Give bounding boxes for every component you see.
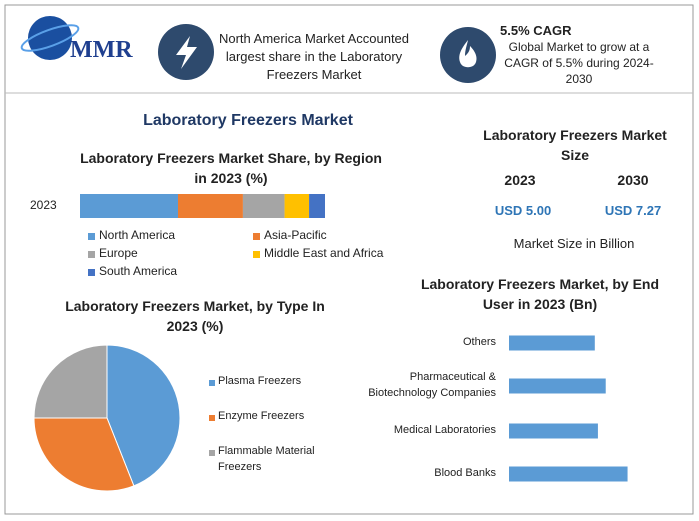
size-value: USD 7.27	[604, 203, 662, 218]
size-note: Market Size in Billion	[513, 236, 635, 251]
legend-swatch	[209, 380, 215, 386]
legend-swatch	[88, 269, 95, 276]
logo-text: MMR	[70, 37, 133, 63]
bar	[509, 423, 598, 439]
lightning-icon	[176, 36, 197, 69]
pie-slice	[33, 344, 108, 419]
legend-swatch	[88, 251, 95, 258]
category-label: Medical Laboratories	[393, 424, 496, 436]
legend-swatch	[209, 415, 215, 421]
border	[4, 4, 694, 515]
fire-icon	[459, 40, 477, 68]
category-label: Others	[462, 336, 496, 348]
bar	[509, 466, 628, 482]
legend-label: South America	[99, 264, 178, 278]
pie-slice	[33, 417, 135, 492]
pie-slice	[106, 344, 181, 487]
legend-swatch	[253, 251, 260, 258]
size-value: USD 5.00	[494, 203, 552, 218]
highlight-title: 5.5% CAGR	[500, 23, 572, 38]
logo-orbit	[20, 24, 80, 52]
legend-swatch	[209, 450, 215, 456]
highlight-text: North America Market Accounted largest s…	[218, 31, 410, 83]
legend-label: Plasma Freezers	[218, 375, 302, 387]
bar-segment	[178, 194, 243, 218]
bar-segment	[80, 194, 178, 218]
legend-label: Asia-Pacific	[264, 228, 327, 242]
logo-globe	[28, 16, 72, 60]
legend-label: North America	[99, 228, 176, 242]
bar	[509, 378, 606, 394]
main-title: Laboratory Freezers Market	[143, 112, 353, 129]
category-label: Blood Banks	[434, 467, 496, 479]
year: 2030	[617, 172, 649, 188]
legend-label: Europe	[99, 246, 138, 260]
bar-segment	[309, 194, 325, 218]
highlight-text: Global Market to grow at a CAGR of 5.5% …	[504, 40, 654, 87]
legend-swatch	[88, 233, 95, 240]
bar-segment	[242, 194, 285, 218]
legend-swatch	[253, 233, 260, 240]
chart-title: Laboratory Freezers Market Share, by Reg…	[80, 150, 382, 186]
chart-title: Laboratory Freezers Market, by End User …	[420, 276, 660, 312]
chart-title: Laboratory Freezers Market, by Type In 2…	[65, 298, 325, 334]
category-label: Pharmaceutical & Biotechnology Companies	[368, 371, 496, 399]
category-label: 2023	[30, 198, 57, 212]
legend-label: Enzyme Freezers	[218, 410, 305, 422]
legend-label: Middle East and Africa	[264, 246, 384, 260]
size-title: Laboratory Freezers Market Size	[483, 127, 667, 163]
legend-label: Flammable Material Freezers	[218, 445, 315, 473]
bar-segment	[284, 194, 310, 218]
bar	[509, 335, 595, 351]
year: 2023	[504, 172, 536, 188]
